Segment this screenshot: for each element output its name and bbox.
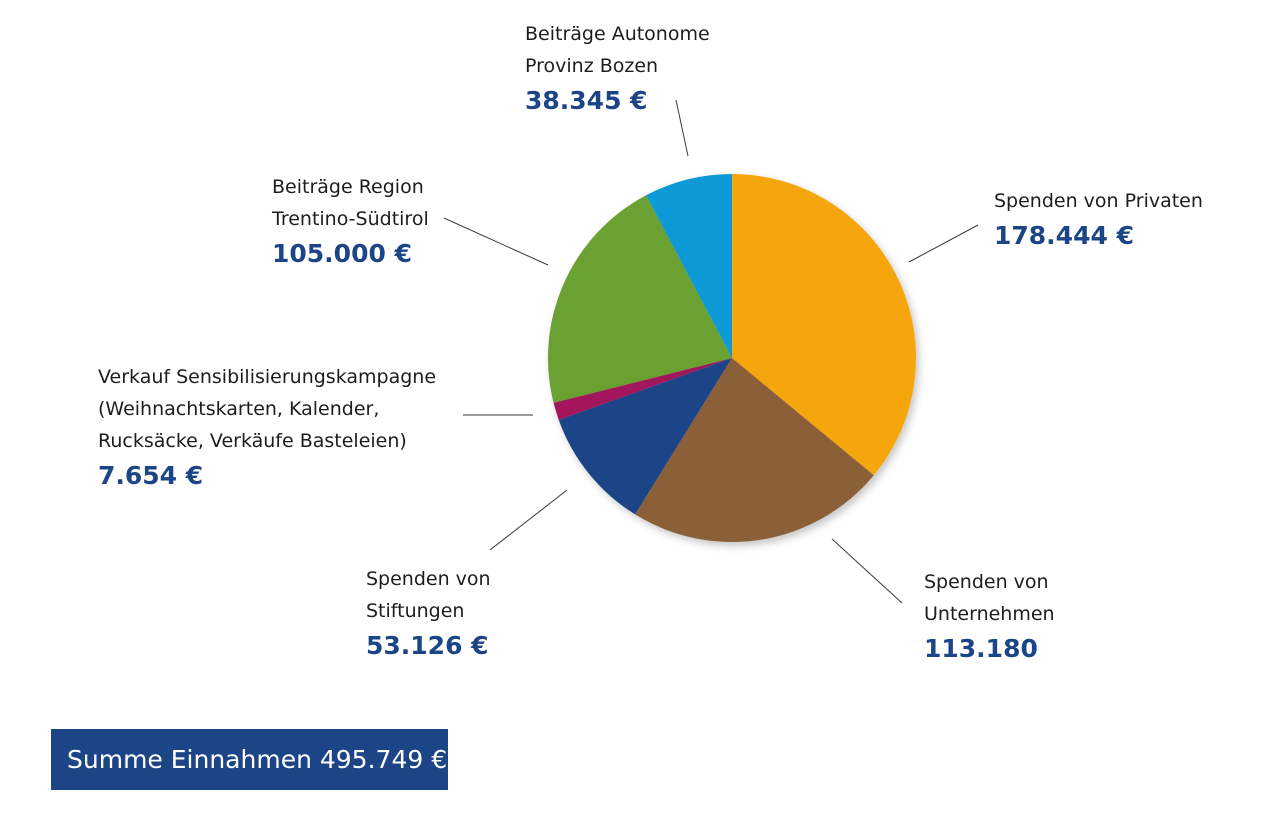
- slice-name-line: Beiträge Region: [272, 176, 424, 198]
- slice-name-line: Provinz Bozen: [525, 55, 659, 77]
- slice-label-3: Verkauf Sensibilisierungskampagne (Weihna…: [98, 361, 436, 493]
- slice-name-line: Trentino-Südtirol: [272, 208, 429, 230]
- slice-value: 105.000 €: [272, 239, 412, 268]
- slice-value: 178.444 €: [994, 221, 1134, 250]
- leader-line-1: [831, 538, 903, 604]
- slice-label-2: Spenden von Stiftungen 53.126 €: [366, 563, 491, 663]
- pie-slices: [548, 174, 916, 542]
- slice-name-line: Spenden von: [366, 568, 491, 590]
- slice-name-line: Beiträge Autonome: [525, 23, 710, 45]
- pie-slice-5: [646, 174, 732, 358]
- slice-value: 7.654 €: [98, 461, 204, 490]
- slice-value: 113.180: [924, 634, 1038, 663]
- slice-label-0: Spenden von Privaten 178.444 €: [994, 185, 1203, 253]
- leader-line-5: [675, 99, 689, 157]
- total-income-box: Summe Einnahmen 495.749 €: [51, 729, 448, 790]
- leader-line-0: [908, 224, 979, 263]
- leader-line-4: [443, 217, 549, 266]
- pie-slice-1: [635, 358, 874, 542]
- slice-name-line: Spenden von Privaten: [994, 190, 1203, 212]
- slice-label-1: Spenden von Unternehmen 113.180: [924, 566, 1055, 666]
- pie-slice-4: [548, 195, 732, 403]
- slice-name-line: Spenden von: [924, 571, 1049, 593]
- total-income-label: Summe Einnahmen 495.749 €: [67, 745, 448, 774]
- slice-value: 38.345 €: [525, 86, 648, 115]
- leader-lines: [443, 99, 979, 604]
- leader-line-2: [489, 489, 568, 551]
- slice-name-line: Verkauf Sensibilisierungskampagne: [98, 366, 437, 388]
- slice-label-4: Beiträge Region Trentino-Südtirol 105.000 …: [272, 171, 429, 271]
- pie-slice-3: [553, 358, 732, 420]
- slice-name-line: Unternehmen: [924, 603, 1055, 625]
- slice-label-5: Beiträge Autonome Provinz Bozen 38.345 €: [525, 18, 710, 118]
- pie-slice-2: [558, 358, 732, 515]
- slice-name-line: Stiftungen: [366, 600, 465, 622]
- slice-name-line: (Weihnachtskarten, Kalender,: [98, 398, 380, 420]
- slice-value: 53.126 €: [366, 631, 489, 660]
- slice-name-line: Rucksäcke, Verkäufe Basteleien): [98, 430, 407, 452]
- pie-slice-0: [732, 174, 916, 476]
